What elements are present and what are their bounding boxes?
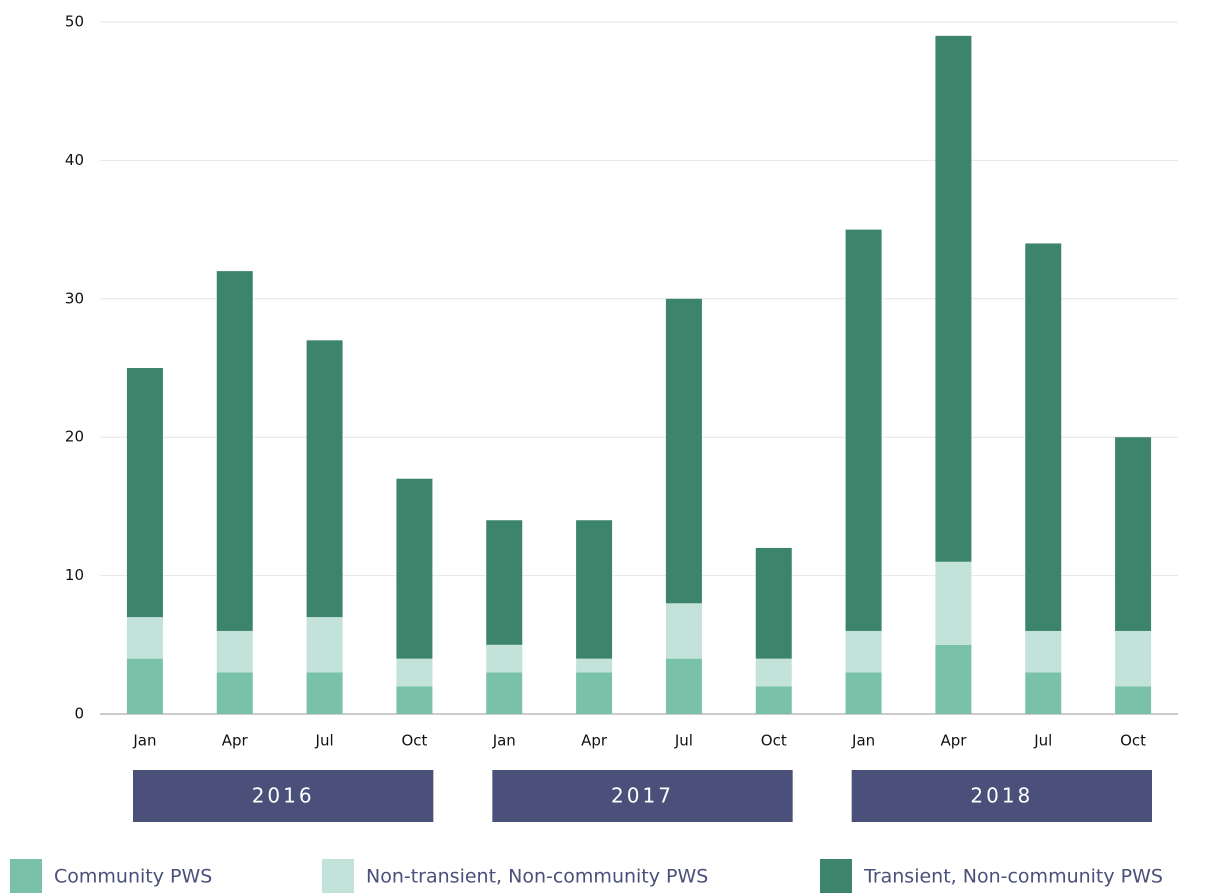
legend-swatch xyxy=(10,859,42,893)
bar-segment xyxy=(935,561,972,645)
legend-label: Non-transient, Non-community PWS xyxy=(366,866,708,888)
y-tick-label: 50 xyxy=(65,13,84,31)
x-tick-label: Apr xyxy=(581,732,608,750)
bar-segment xyxy=(576,658,613,673)
bar-segment xyxy=(1115,630,1152,687)
bar-segment xyxy=(1115,437,1152,631)
x-tick-label: Oct xyxy=(1120,732,1146,750)
y-tick-label: 20 xyxy=(65,428,84,446)
bar-segment xyxy=(755,686,792,714)
year-label: 2018 xyxy=(970,784,1033,808)
bar-segment xyxy=(665,658,702,714)
x-tick-label: Jul xyxy=(1033,732,1052,750)
y-tick-label: 40 xyxy=(65,151,84,169)
bar-segment xyxy=(755,547,792,659)
bar-segment xyxy=(216,271,253,631)
year-box xyxy=(133,770,434,822)
year-box xyxy=(851,770,1152,822)
legend-label: Community PWS xyxy=(54,866,212,888)
x-tick-label: Jan xyxy=(132,732,156,750)
bar-segment xyxy=(1025,243,1062,631)
bar-segment xyxy=(396,478,433,659)
bar-segment xyxy=(935,35,972,562)
year-label: 2016 xyxy=(252,784,315,808)
x-tick-label: Oct xyxy=(401,732,427,750)
legend-swatch xyxy=(820,859,852,893)
bar-segment xyxy=(755,658,792,687)
bar-segment xyxy=(1025,630,1062,673)
bar-segment xyxy=(216,672,253,714)
x-tick-label: Jan xyxy=(492,732,516,750)
bar-segment xyxy=(396,686,433,714)
bar-segment xyxy=(1025,672,1062,714)
bar-segment xyxy=(126,617,163,659)
bar-segment xyxy=(396,658,433,687)
year-label: 2017 xyxy=(611,784,674,808)
bar-segment xyxy=(126,368,163,618)
bar-segment xyxy=(306,617,343,673)
bar-segment xyxy=(665,603,702,659)
x-tick-label: Jul xyxy=(674,732,693,750)
year-box xyxy=(492,770,793,822)
x-tick-label: Apr xyxy=(222,732,249,750)
bar-segment xyxy=(306,672,343,714)
bar-segment xyxy=(486,520,523,645)
bar-segment xyxy=(845,229,882,631)
x-tick-label: Jul xyxy=(315,732,334,750)
bar-segment xyxy=(845,672,882,714)
bar-segment xyxy=(1115,686,1152,714)
bar-segment xyxy=(576,520,613,659)
bar-segment xyxy=(665,298,702,604)
bar-segment xyxy=(845,630,882,673)
y-tick-label: 30 xyxy=(65,289,84,307)
bar-segment xyxy=(486,672,523,714)
legend-swatch xyxy=(322,859,354,893)
bar-segment xyxy=(576,672,613,714)
x-tick-label: Apr xyxy=(940,732,967,750)
bar-segment xyxy=(306,340,343,618)
bar-segment xyxy=(486,644,523,673)
y-tick-label: 0 xyxy=(74,705,84,723)
bar-segment xyxy=(216,630,253,673)
x-tick-label: Jan xyxy=(851,732,875,750)
legend-label: Transient, Non-community PWS xyxy=(863,866,1163,888)
bar-segment xyxy=(126,658,163,714)
y-tick-label: 10 xyxy=(65,566,84,584)
bar-segment xyxy=(935,644,972,714)
x-tick-label: Oct xyxy=(761,732,787,750)
